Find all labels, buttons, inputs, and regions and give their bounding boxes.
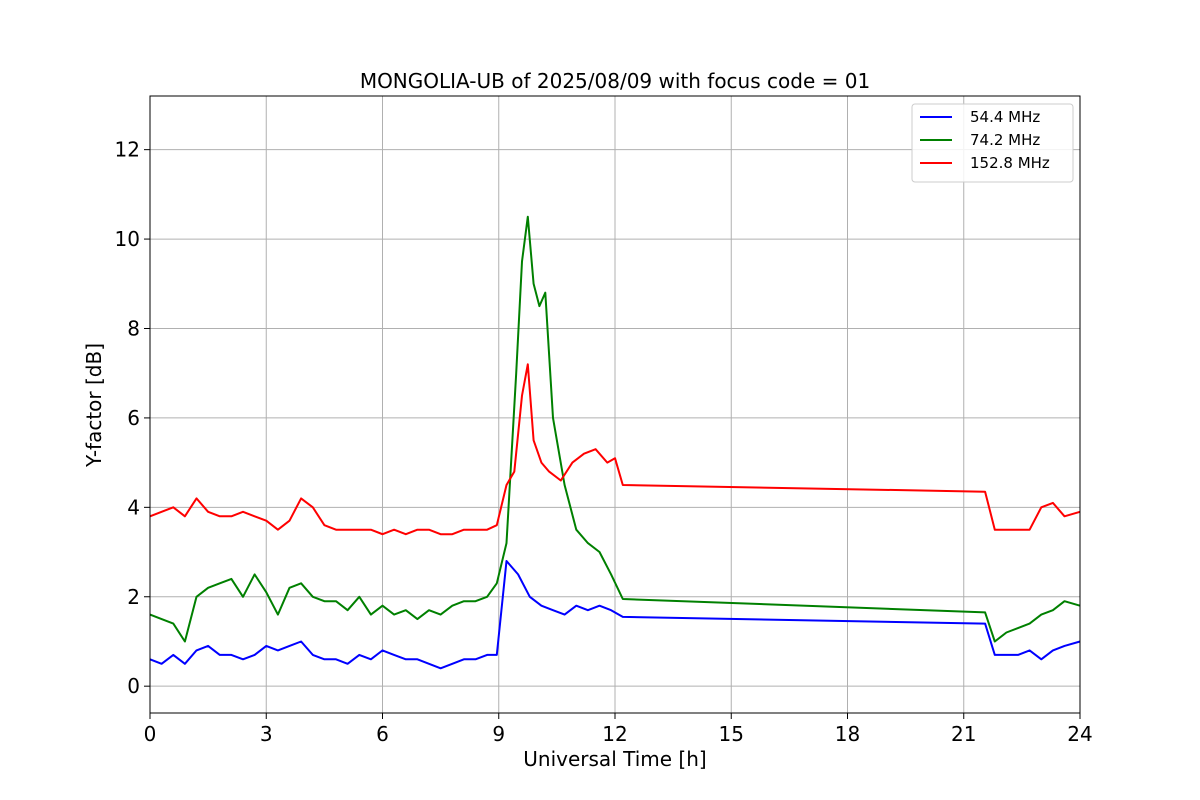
y-tick-label: 8 (127, 316, 140, 340)
x-tick-label: 12 (602, 722, 627, 746)
series-line-152-8-mhz (149, 363, 1081, 536)
grid (149, 96, 1081, 713)
y-axis-label: Y-factor [dB] (82, 343, 106, 468)
x-tick-label: 0 (144, 722, 157, 746)
y-tick-label: 2 (127, 585, 140, 609)
x-tick-label: 9 (492, 722, 505, 746)
y-tick-label: 10 (115, 227, 140, 251)
y-axis: 0 2 4 6 8 10 12 (115, 138, 150, 698)
legend-label: 54.4 MHz (970, 108, 1040, 126)
x-tick-label: 21 (951, 722, 976, 746)
y-tick-label: 12 (115, 138, 140, 162)
y-tick-label: 0 (127, 674, 140, 698)
legend-box (911, 103, 1074, 183)
x-tick-label: 6 (376, 722, 389, 746)
x-tick-label: 18 (835, 722, 860, 746)
y-tick-label: 4 (127, 495, 140, 519)
legend: 54.4 MHz 74.2 MHz 152.8 MHz (911, 103, 1074, 183)
legend-label: 74.2 MHz (970, 131, 1040, 149)
chart-title: MONGOLIA-UB of 2025/08/09 with focus cod… (360, 69, 870, 93)
x-tick-label: 3 (260, 722, 273, 746)
legend-label: 152.8 MHz (970, 154, 1050, 172)
x-axis-label: Universal Time [h] (523, 747, 706, 771)
x-axis: 0 3 6 9 12 15 18 21 24 (144, 713, 1093, 746)
x-tick-label: 15 (719, 722, 744, 746)
x-tick-label: 24 (1067, 722, 1092, 746)
plot-area (149, 215, 1081, 670)
series-line-74-2-mhz (149, 215, 1081, 643)
series-line-54-4-mhz (149, 560, 1081, 670)
y-tick-label: 6 (127, 406, 140, 430)
